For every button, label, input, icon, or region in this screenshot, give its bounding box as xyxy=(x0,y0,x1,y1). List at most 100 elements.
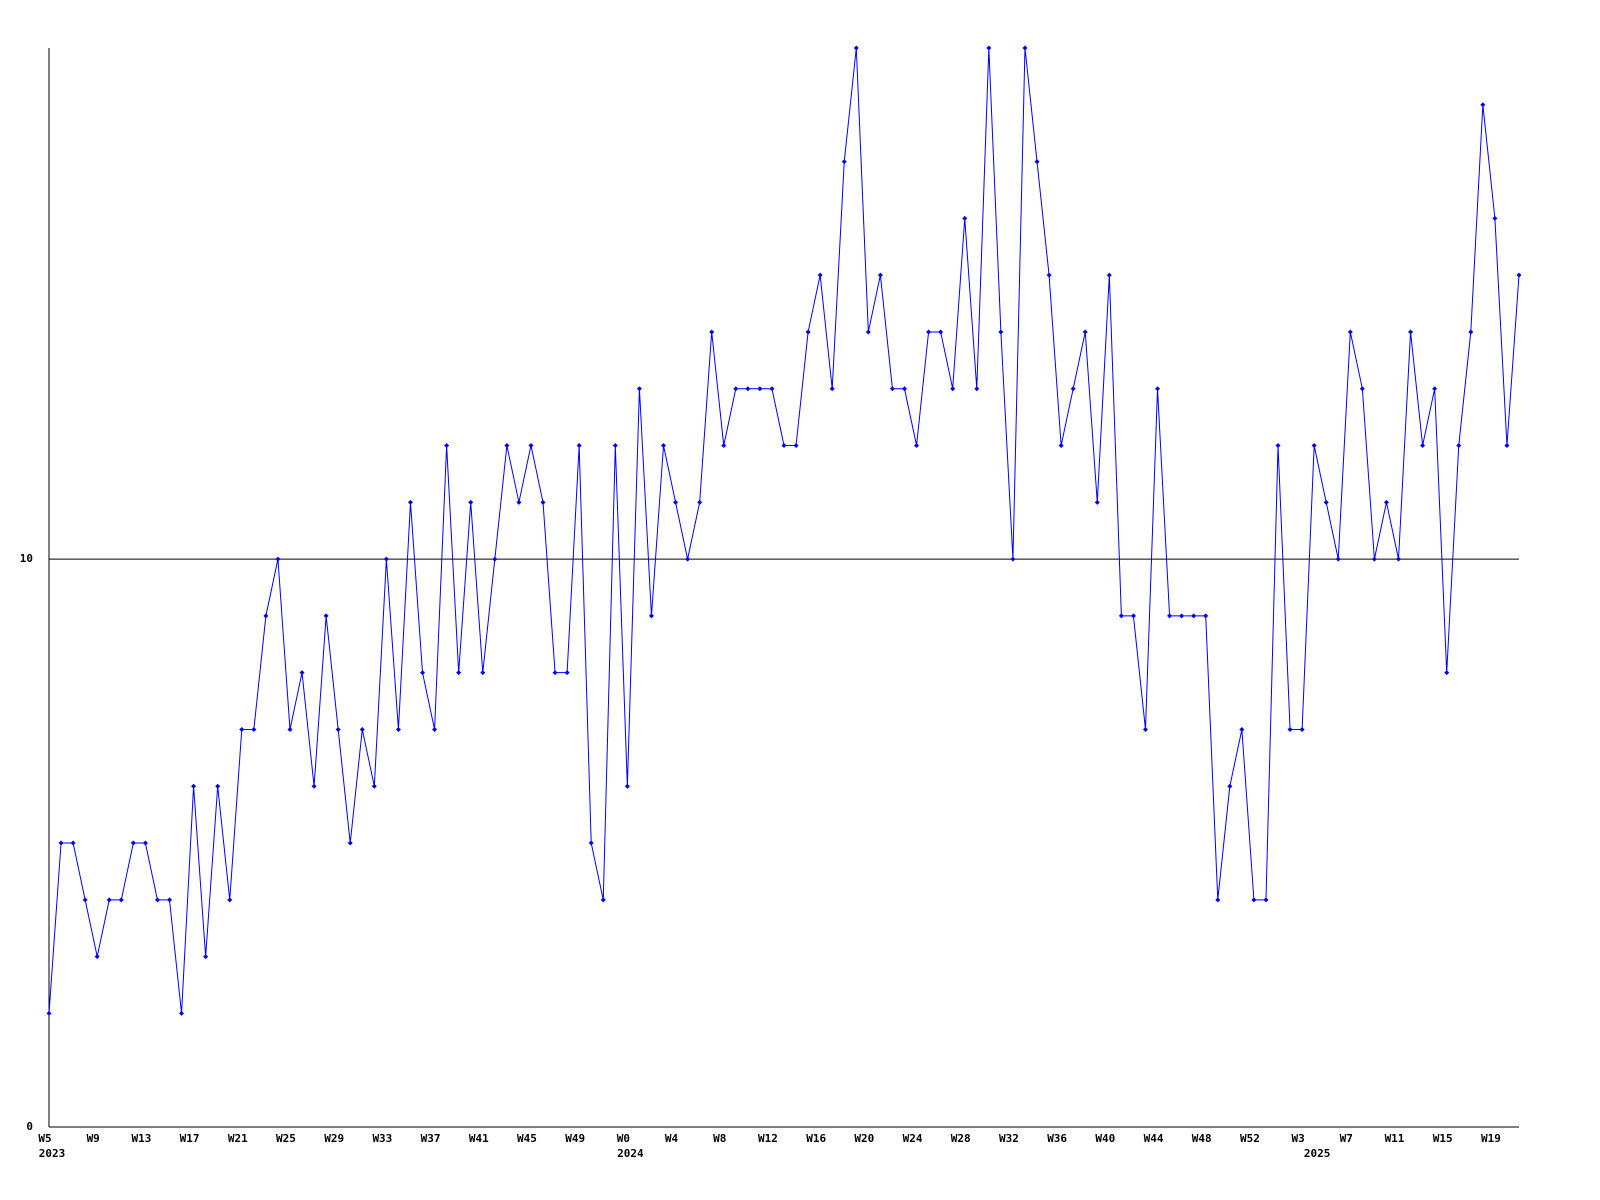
x-tick-label: W25 xyxy=(276,1132,296,1145)
data-point xyxy=(1191,613,1197,619)
data-point xyxy=(600,897,606,903)
data-point xyxy=(733,386,739,392)
year-label: 2024 xyxy=(617,1147,644,1160)
data-point xyxy=(974,386,980,392)
x-tick-label: W29 xyxy=(324,1132,344,1145)
data-point xyxy=(456,670,462,676)
x-tick-label: W36 xyxy=(1047,1132,1067,1145)
data-point xyxy=(420,670,426,676)
data-point xyxy=(323,613,329,619)
data-point xyxy=(926,329,932,335)
x-tick-label: W40 xyxy=(1095,1132,1115,1145)
data-point xyxy=(287,726,293,732)
data-point xyxy=(1383,499,1389,505)
data-point xyxy=(504,443,510,449)
data-point xyxy=(1456,443,1462,449)
x-tick-label: W49 xyxy=(565,1132,585,1145)
data-point xyxy=(1444,670,1450,676)
data-point xyxy=(432,726,438,732)
data-point xyxy=(1468,329,1474,335)
y-tick-label: 10 xyxy=(20,552,33,565)
data-point xyxy=(1010,556,1016,562)
data-point xyxy=(877,272,883,278)
x-tick-label: W13 xyxy=(131,1132,151,1145)
data-point xyxy=(552,670,558,676)
data-point xyxy=(829,386,835,392)
data-point xyxy=(407,499,413,505)
data-point xyxy=(540,499,546,505)
data-point xyxy=(793,443,799,449)
data-point xyxy=(275,556,281,562)
x-tick-label: W9 xyxy=(87,1132,100,1145)
data-point xyxy=(383,556,389,562)
data-point xyxy=(528,443,534,449)
x-tick-label: W0 xyxy=(617,1132,630,1145)
data-point xyxy=(516,499,522,505)
x-tick-label: W7 xyxy=(1340,1132,1353,1145)
data-point xyxy=(721,443,727,449)
data-point xyxy=(468,499,474,505)
data-point xyxy=(395,726,401,732)
data-point xyxy=(805,329,811,335)
x-tick-label: W19 xyxy=(1481,1132,1501,1145)
data-point xyxy=(1323,499,1329,505)
data-point xyxy=(1155,386,1161,392)
data-point xyxy=(661,443,667,449)
data-point xyxy=(1082,329,1088,335)
data-point xyxy=(1022,45,1028,51)
data-line xyxy=(48,47,1520,1014)
data-point xyxy=(1299,726,1305,732)
x-tick-label: W52 xyxy=(1240,1132,1260,1145)
data-point xyxy=(745,386,751,392)
x-tick-label: W8 xyxy=(713,1132,726,1145)
data-point xyxy=(1179,613,1185,619)
data-point xyxy=(962,215,968,221)
data-point xyxy=(1046,272,1052,278)
data-point xyxy=(1263,897,1269,903)
data-point xyxy=(1432,386,1438,392)
y-tick-label: 0 xyxy=(26,1120,33,1133)
data-point xyxy=(444,443,450,449)
x-tick-label: W16 xyxy=(806,1132,826,1145)
data-point xyxy=(130,840,136,846)
x-tick-label: W17 xyxy=(180,1132,200,1145)
data-point xyxy=(1275,443,1281,449)
data-point xyxy=(1215,897,1221,903)
data-point xyxy=(624,783,630,789)
data-point xyxy=(203,954,209,960)
year-label: 2023 xyxy=(39,1147,66,1160)
x-tick-label: W41 xyxy=(469,1132,489,1145)
data-point xyxy=(769,386,775,392)
data-point xyxy=(1118,613,1124,619)
data-point xyxy=(371,783,377,789)
data-point xyxy=(251,726,257,732)
data-point xyxy=(1251,897,1257,903)
data-point xyxy=(70,840,76,846)
data-point xyxy=(853,45,859,51)
data-point xyxy=(889,386,895,392)
data-point xyxy=(1492,215,1498,221)
data-point xyxy=(914,443,920,449)
data-point xyxy=(311,783,317,789)
data-point xyxy=(1227,783,1233,789)
data-point xyxy=(636,386,642,392)
data-point xyxy=(612,443,618,449)
data-point xyxy=(673,499,679,505)
data-point xyxy=(1408,329,1414,335)
data-point xyxy=(58,840,64,846)
data-point xyxy=(1094,499,1100,505)
x-tick-label: W44 xyxy=(1144,1132,1164,1145)
x-tick-label: W37 xyxy=(421,1132,441,1145)
data-point xyxy=(347,840,353,846)
data-point xyxy=(263,613,269,619)
data-point xyxy=(1167,613,1173,619)
data-point xyxy=(1504,443,1510,449)
data-point xyxy=(1239,726,1245,732)
data-point xyxy=(154,897,160,903)
data-point xyxy=(118,897,124,903)
data-point xyxy=(480,670,486,676)
data-point xyxy=(94,954,100,960)
data-point xyxy=(227,897,233,903)
data-point xyxy=(1420,443,1426,449)
data-point xyxy=(757,386,763,392)
